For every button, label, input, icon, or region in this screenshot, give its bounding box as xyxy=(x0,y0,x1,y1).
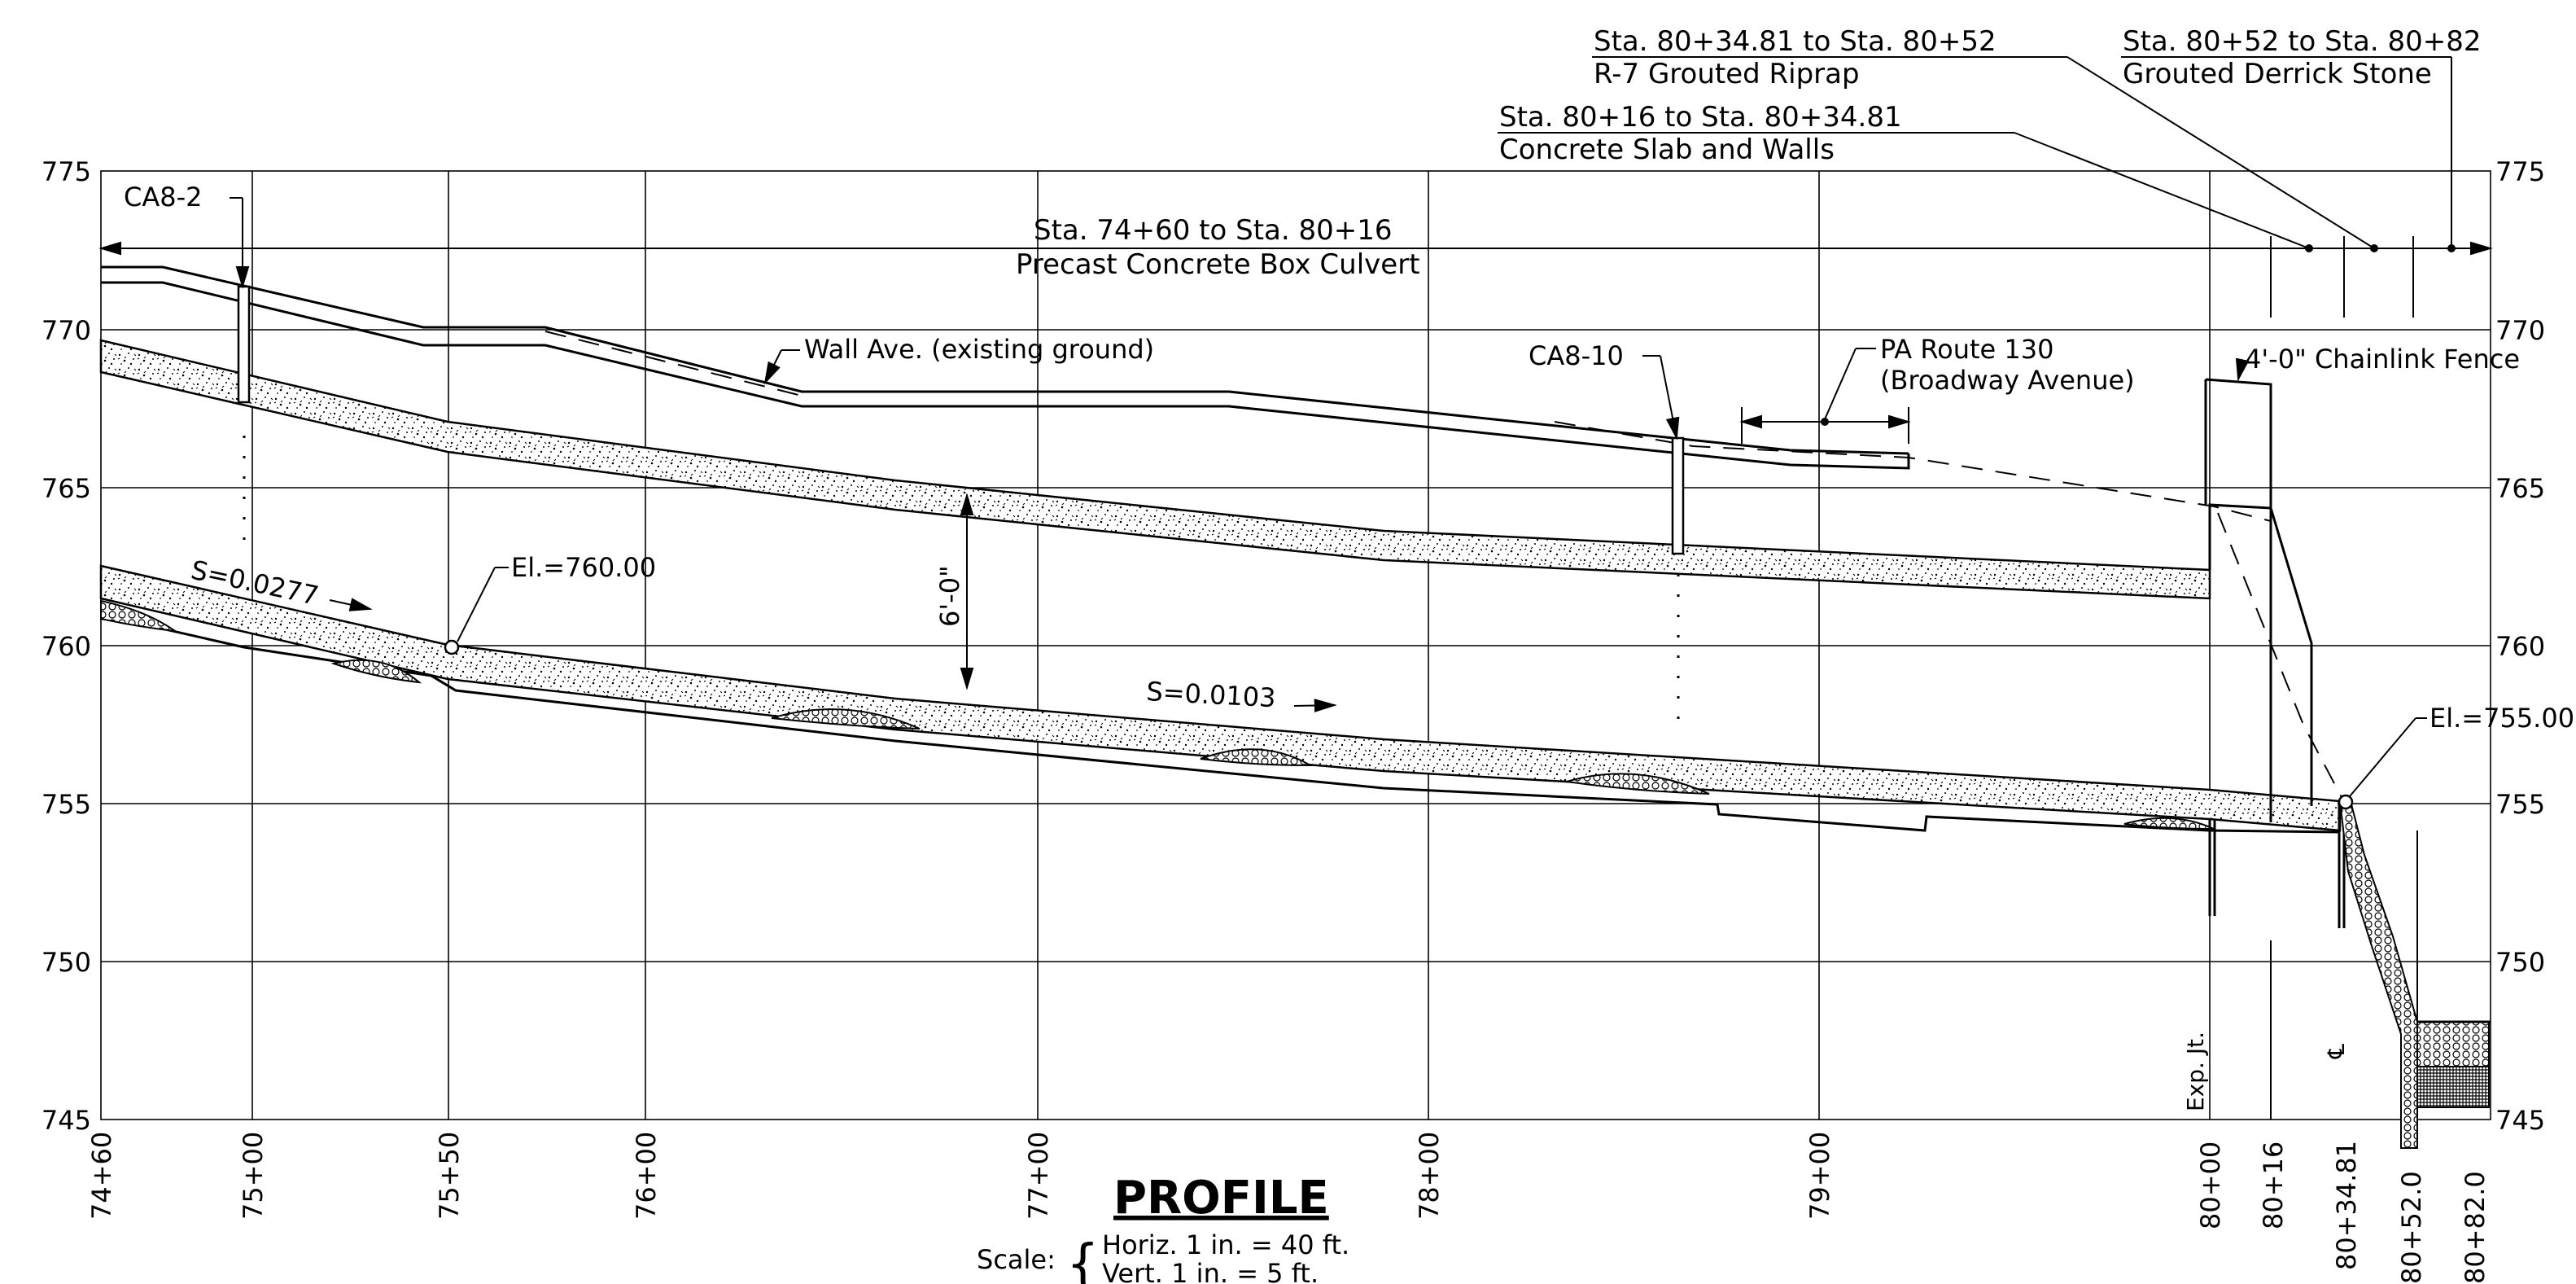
elev-label: 750 xyxy=(42,947,91,978)
elevation-callout: El.=755.00 xyxy=(2429,703,2574,734)
segment-description: Concrete Slab and Walls xyxy=(1499,134,1835,166)
scale-brace: { xyxy=(1066,1234,1100,1284)
elev-label: 760 xyxy=(42,631,91,662)
boring-ca8-10 xyxy=(1671,436,1685,721)
segment-callout-box-culvert: Sta. 74+60 to Sta. 80+16 Precast Concret… xyxy=(1016,214,1420,281)
station-label: 80+00 xyxy=(2195,1142,2226,1229)
segment-description: Precast Concrete Box Culvert xyxy=(1016,248,1420,281)
scale-vertical: Vert. 1 in. = 5 ft. xyxy=(1102,1258,1319,1284)
route-label-line2: (Broadway Avenue) xyxy=(1880,365,2135,396)
elev-label: 770 xyxy=(42,315,91,346)
segment-callout-riprap: Sta. 80+34.81 to Sta. 80+52 R-7 Grouted … xyxy=(1592,25,2375,249)
station-label: 74+60 xyxy=(86,1132,117,1220)
wall-ave-label: Wall Ave. (existing ground) xyxy=(804,334,1154,365)
centerline-symbol: ℄ xyxy=(2323,1044,2350,1059)
segment-station: Sta. 80+16 to Sta. 80+34.81 xyxy=(1499,101,1902,134)
scale-horizontal: Horiz. 1 in. = 40 ft. xyxy=(1102,1229,1349,1260)
elev-label: 755 xyxy=(42,789,91,820)
elev-label: 760 xyxy=(2495,631,2545,662)
elev-label: 765 xyxy=(2495,473,2545,504)
elevation-point-marker xyxy=(444,639,460,655)
segment-description: Grouted Derrick Stone xyxy=(2123,58,2432,90)
station-labels: 74+60 75+00 75+50 76+00 77+00 78+00 79+0… xyxy=(86,1132,2491,1284)
elev-label: 770 xyxy=(2495,315,2545,346)
rock-fill xyxy=(100,599,2215,830)
station-label: 79+00 xyxy=(1804,1132,1835,1220)
elev-label: 745 xyxy=(2495,1105,2545,1136)
boring-label: CA8-2 xyxy=(124,182,203,213)
elevation-point-marker xyxy=(2338,794,2354,810)
slope-label: S=0.0103 xyxy=(1146,676,1277,713)
elev-label: 775 xyxy=(42,156,91,187)
elevation-labels-left: 775 770 765 760 755 750 745 xyxy=(42,156,91,1136)
segment-callout-concrete-slab: Sta. 80+16 to Sta. 80+34.81 Concrete Sla… xyxy=(1498,101,2310,249)
elev-label: 750 xyxy=(2495,947,2545,978)
culvert-top-slab xyxy=(99,339,2211,600)
boring-label: CA8-10 xyxy=(1529,340,1624,371)
station-label: 75+50 xyxy=(434,1132,465,1220)
station-label: 78+00 xyxy=(1414,1132,1445,1220)
height-dimension-label: 6'-0" xyxy=(934,565,965,627)
elevation-labels-right: 775 770 765 760 755 750 745 xyxy=(2495,156,2545,1136)
station-label: 80+16 xyxy=(2258,1142,2289,1229)
segment-station: Sta. 80+52 to Sta. 80+82 xyxy=(2123,25,2482,58)
station-label: 80+82.0 xyxy=(2460,1171,2491,1284)
elev-label: 755 xyxy=(2495,789,2545,820)
riprap-channel xyxy=(2338,800,2491,1149)
elev-label: 765 xyxy=(42,473,91,504)
segment-dimension-line xyxy=(98,236,2493,318)
expansion-joint-label: Exp. Jt. xyxy=(2182,1032,2209,1111)
headwall-structure xyxy=(2204,378,2418,1120)
elevation-callout: El.=760.00 xyxy=(511,552,656,583)
segment-callout-derrick-stone: Sta. 80+52 to Sta. 80+82 Grouted Derrick… xyxy=(2121,25,2482,248)
drawing-title: PROFILE xyxy=(1113,1172,1329,1225)
scale-label: Scale: xyxy=(977,1244,1056,1275)
route-label-line1: PA Route 130 xyxy=(1880,334,2053,365)
station-label: 77+00 xyxy=(1023,1132,1054,1220)
segment-station: Sta. 74+60 to Sta. 80+16 xyxy=(1034,214,1393,247)
elev-label: 745 xyxy=(42,1105,91,1136)
station-label: 80+52.0 xyxy=(2396,1171,2427,1284)
fence-label: 4'-0" Chainlink Fence xyxy=(2245,344,2520,375)
segment-description: R-7 Grouted Riprap xyxy=(1594,58,1860,90)
station-label: 75+00 xyxy=(238,1132,269,1220)
boring-ca8-2 xyxy=(237,285,251,541)
station-label: 80+34.81 xyxy=(2331,1141,2362,1270)
elev-label: 775 xyxy=(2495,156,2545,187)
station-label: 76+00 xyxy=(631,1132,662,1220)
segment-station: Sta. 80+34.81 to Sta. 80+52 xyxy=(1594,25,1997,58)
